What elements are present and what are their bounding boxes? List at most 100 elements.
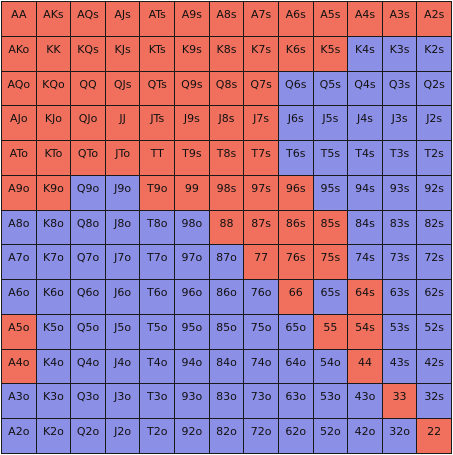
hand-cell-55[interactable]: 55 [313,314,349,350]
hand-cell-kto[interactable]: KTo [36,141,72,176]
hand-cell-94s[interactable]: 94s [348,175,383,211]
hand-cell-t9s[interactable]: T9s [175,141,210,176]
hand-cell-q9o[interactable]: Q9o [71,175,106,211]
hand-cell-j6o[interactable]: J6o [105,280,141,315]
hand-cell-k6o[interactable]: K6o [36,280,72,315]
hand-cell-aks[interactable]: AKs [36,2,72,37]
hand-cell-kjo[interactable]: KJo [36,106,72,142]
hand-cell-kqs[interactable]: KQs [71,36,106,72]
hand-cell-aqs[interactable]: AQs [71,2,106,37]
hand-cell-j7s[interactable]: J7s [244,106,279,142]
hand-cell-t5s[interactable]: T5s [313,141,349,176]
hand-cell-k7o[interactable]: K7o [36,245,72,281]
hand-cell-t3s[interactable]: T3s [382,141,418,176]
hand-cell-t3o[interactable]: T3o [140,384,176,420]
hand-cell-q3o[interactable]: Q3o [71,384,106,420]
hand-cell-95s[interactable]: 95s [313,175,349,211]
hand-cell-92s[interactable]: 92s [417,175,452,211]
hand-cell-j9o[interactable]: J9o [105,175,141,211]
hand-cell-k8s[interactable]: K8s [209,36,245,72]
hand-cell-j5s[interactable]: J5s [313,106,349,142]
hand-cell-83o[interactable]: 83o [209,384,245,420]
hand-cell-k3o[interactable]: K3o [36,384,72,420]
hand-cell-q6o[interactable]: Q6o [71,280,106,315]
hand-cell-96o[interactable]: 96o [175,280,210,315]
hand-cell-k7s[interactable]: K7s [244,36,279,72]
hand-cell-a8o[interactable]: A8o [2,210,37,246]
hand-cell-t5o[interactable]: T5o [140,314,176,350]
hand-cell-q8s[interactable]: Q8s [209,71,245,107]
hand-cell-87o[interactable]: 87o [209,245,245,281]
hand-cell-a5s[interactable]: A5s [313,2,349,37]
hand-cell-74s[interactable]: 74s [348,245,383,281]
hand-cell-kqo[interactable]: KQo [36,71,72,107]
hand-cell-k8o[interactable]: K8o [36,210,72,246]
hand-cell-q7o[interactable]: Q7o [71,245,106,281]
hand-cell-tt[interactable]: TT [140,141,176,176]
hand-cell-q9s[interactable]: Q9s [175,71,210,107]
hand-cell-j8o[interactable]: J8o [105,210,141,246]
hand-cell-k9s[interactable]: K9s [175,36,210,72]
hand-cell-62o[interactable]: 62o [278,419,314,454]
hand-cell-j4o[interactable]: J4o [105,349,141,385]
hand-cell-a6o[interactable]: A6o [2,280,37,315]
hand-cell-q4s[interactable]: Q4s [348,71,383,107]
hand-cell-ato[interactable]: ATo [2,141,37,176]
hand-cell-a5o[interactable]: A5o [2,314,37,350]
hand-cell-k2o[interactable]: K2o [36,419,72,454]
hand-cell-76s[interactable]: 76s [278,245,314,281]
hand-cell-ajs[interactable]: AJs [105,2,141,37]
hand-cell-j6s[interactable]: J6s [278,106,314,142]
hand-cell-k3s[interactable]: K3s [382,36,418,72]
hand-cell-q5o[interactable]: Q5o [71,314,106,350]
hand-cell-66[interactable]: 66 [278,280,314,315]
hand-cell-a6s[interactable]: A6s [278,2,314,37]
hand-cell-t4o[interactable]: T4o [140,349,176,385]
hand-cell-q2s[interactable]: Q2s [417,71,452,107]
hand-cell-84s[interactable]: 84s [348,210,383,246]
hand-cell-42o[interactable]: 42o [348,419,383,454]
hand-cell-97s[interactable]: 97s [244,175,279,211]
hand-cell-73o[interactable]: 73o [244,384,279,420]
hand-cell-33[interactable]: 33 [382,384,418,420]
hand-cell-t2s[interactable]: T2s [417,141,452,176]
hand-cell-k5s[interactable]: K5s [313,36,349,72]
hand-cell-65o[interactable]: 65o [278,314,314,350]
hand-cell-qq[interactable]: QQ [71,71,106,107]
hand-cell-t4s[interactable]: T4s [348,141,383,176]
hand-cell-qto[interactable]: QTo [71,141,106,176]
hand-cell-54s[interactable]: 54s [348,314,383,350]
hand-cell-88[interactable]: 88 [209,210,245,246]
hand-cell-75o[interactable]: 75o [244,314,279,350]
hand-cell-ako[interactable]: AKo [2,36,37,72]
hand-cell-ats[interactable]: ATs [140,2,176,37]
hand-cell-j5o[interactable]: J5o [105,314,141,350]
hand-cell-53s[interactable]: 53s [382,314,418,350]
hand-cell-98s[interactable]: 98s [209,175,245,211]
hand-cell-62s[interactable]: 62s [417,280,452,315]
hand-cell-93o[interactable]: 93o [175,384,210,420]
hand-cell-t9o[interactable]: T9o [140,175,176,211]
hand-cell-q2o[interactable]: Q2o [71,419,106,454]
hand-cell-98o[interactable]: 98o [175,210,210,246]
hand-cell-q7s[interactable]: Q7s [244,71,279,107]
hand-cell-93s[interactable]: 93s [382,175,418,211]
hand-cell-k9o[interactable]: K9o [36,175,72,211]
hand-cell-85s[interactable]: 85s [313,210,349,246]
hand-cell-22[interactable]: 22 [417,419,452,454]
hand-cell-jts[interactable]: JTs [140,106,176,142]
hand-cell-qjo[interactable]: QJo [71,106,106,142]
hand-cell-a4o[interactable]: A4o [2,349,37,385]
hand-cell-75s[interactable]: 75s [313,245,349,281]
hand-cell-j3s[interactable]: J3s [382,106,418,142]
hand-cell-qts[interactable]: QTs [140,71,176,107]
hand-cell-82s[interactable]: 82s [417,210,452,246]
hand-cell-ajo[interactable]: AJo [2,106,37,142]
hand-cell-j4s[interactable]: J4s [348,106,383,142]
hand-cell-94o[interactable]: 94o [175,349,210,385]
hand-cell-kjs[interactable]: KJs [105,36,141,72]
hand-cell-72o[interactable]: 72o [244,419,279,454]
hand-cell-q5s[interactable]: Q5s [313,71,349,107]
hand-cell-a7o[interactable]: A7o [2,245,37,281]
hand-cell-kts[interactable]: KTs [140,36,176,72]
